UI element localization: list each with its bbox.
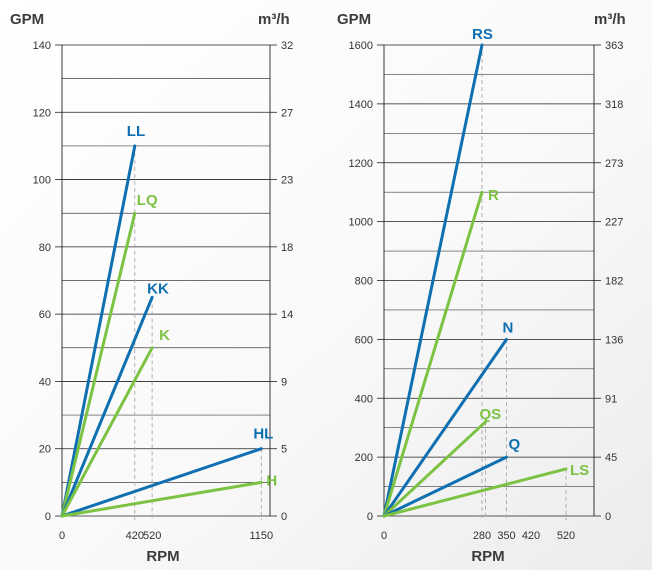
- series-label-hl: HL: [253, 426, 273, 443]
- series-label-n: N: [503, 319, 514, 336]
- y-tick-label-right: 136: [605, 334, 623, 346]
- x-tick-label: 420: [522, 530, 540, 542]
- y-tick-label-left: 100: [33, 175, 51, 187]
- series-label-lq: LQ: [137, 192, 158, 209]
- x-tick-label: 420: [126, 530, 144, 542]
- x-tick-label: 1150: [250, 530, 274, 542]
- y-tick-label-left: 40: [39, 376, 51, 388]
- series-label-q: Q: [509, 436, 521, 453]
- series-line-q: [382, 455, 508, 518]
- y-tick-label-left: 20: [39, 444, 51, 456]
- series-line-rs: [382, 43, 484, 518]
- y-tick-label-left: 1400: [349, 99, 373, 111]
- series-label-qs: QS: [480, 406, 502, 423]
- x-axis-label: RPM: [146, 548, 179, 565]
- y-tick-label-left: 600: [355, 334, 373, 346]
- series-line-ls: [382, 467, 568, 518]
- series-line-hl: [60, 447, 263, 518]
- y-tick-label-left: 1600: [349, 40, 373, 52]
- x-tick-label: 350: [497, 530, 515, 542]
- y-tick-label-left: 1000: [349, 217, 373, 229]
- y-tick-label-right: 182: [605, 276, 623, 288]
- y-tick-label-right: 5: [281, 444, 287, 456]
- y-tick-label-right: 23: [281, 175, 293, 187]
- y-tick-label-right: 318: [605, 99, 623, 111]
- y-tick-label-right: 9: [281, 376, 287, 388]
- x-tick-label: 280: [473, 530, 491, 542]
- x-tick-label: 520: [143, 530, 161, 542]
- y-tick-label-left: 80: [39, 242, 51, 254]
- x-tick-label: 0: [381, 530, 387, 542]
- x-tick-label: 0: [59, 530, 65, 542]
- y-tick-label-left: 400: [355, 393, 373, 405]
- y-tick-label-right: 14: [281, 309, 293, 321]
- series-label-ls: LS: [570, 462, 589, 479]
- y-tick-label-left: 800: [355, 276, 373, 288]
- series-line-r: [382, 190, 484, 518]
- series-label-rs: RS: [472, 26, 493, 43]
- y-tick-label-left: 60: [39, 309, 51, 321]
- y-axis-label-left: GPM: [337, 11, 371, 28]
- y-tick-label-right: 0: [281, 511, 287, 523]
- y-tick-label-left: 1200: [349, 158, 373, 170]
- x-tick-label: 520: [557, 530, 575, 542]
- y-axis-label-left: GPM: [10, 11, 44, 28]
- y-tick-label-right: 45: [605, 452, 617, 464]
- y-tick-label-right: 18: [281, 242, 293, 254]
- series-line-qs: [382, 420, 487, 518]
- y-tick-label-left: 0: [367, 511, 373, 523]
- y-tick-label-left: 120: [33, 107, 51, 119]
- y-tick-label-right: 363: [605, 40, 623, 52]
- series-line-lq: [60, 211, 137, 518]
- chart-right: GPM m³/h 0 200 400 600 800 1000 1200 1400 1600 0 45 9…: [337, 11, 626, 565]
- series-label-kk: KK: [147, 280, 169, 297]
- y-tick-label-left: 0: [45, 511, 51, 523]
- chart-left: GPM m³/h 0 20 40 60 80 100 120 140 0 5 9 14 18 23 27 32 0 4…: [10, 11, 293, 565]
- series-line-kk: [60, 295, 154, 518]
- series-label-k: K: [159, 327, 170, 344]
- y-tick-label-right: 227: [605, 217, 623, 229]
- series-label-h: H: [266, 472, 277, 489]
- y-axis-label-right: m³/h: [258, 11, 290, 28]
- x-axis-label: RPM: [471, 548, 504, 565]
- y-tick-label-right: 0: [605, 511, 611, 523]
- y-tick-label-left: 200: [355, 452, 373, 464]
- series-line-n: [382, 337, 508, 518]
- series-label-r: R: [488, 187, 499, 204]
- y-tick-label-right: 91: [605, 393, 617, 405]
- y-axis-label-right: m³/h: [594, 11, 626, 28]
- y-tick-label-right: 32: [281, 40, 293, 52]
- series-line-h: [60, 480, 263, 518]
- y-tick-label-right: 27: [281, 107, 293, 119]
- series-label-ll: LL: [127, 123, 145, 140]
- y-tick-label-right: 273: [605, 158, 623, 170]
- series-line-k: [60, 346, 154, 518]
- series-line-ll: [60, 144, 137, 518]
- y-tick-label-left: 140: [33, 40, 51, 52]
